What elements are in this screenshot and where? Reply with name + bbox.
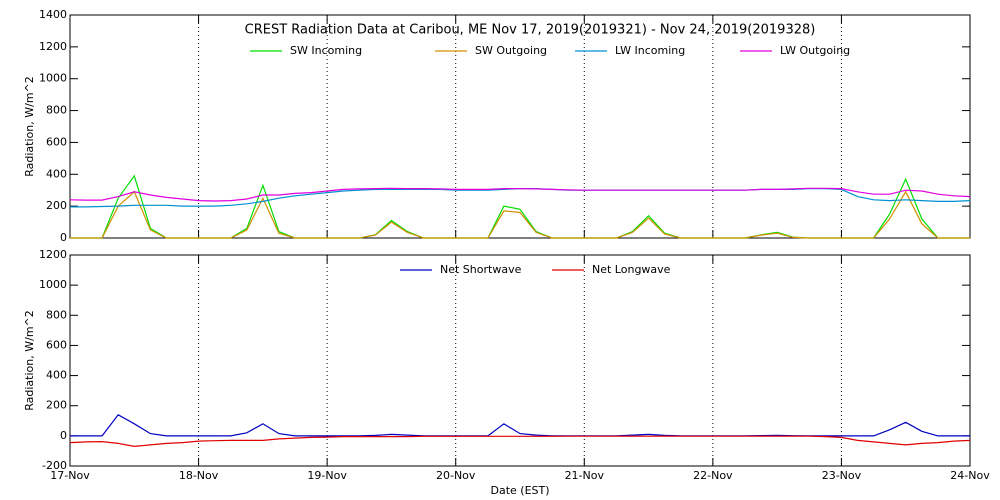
y-axis-label: Radiation, W/m^2 (23, 76, 36, 177)
x-tick-label: 21-Nov (565, 469, 605, 482)
y-tick-label: 1000 (39, 278, 67, 291)
legend-label: LW Outgoing (780, 44, 850, 57)
x-tick-label: 19-Nov (307, 469, 347, 482)
legend-label: SW Incoming (290, 44, 362, 57)
series-line (70, 190, 970, 239)
y-tick-label: 800 (46, 104, 67, 117)
x-tick-label: 23-Nov (822, 469, 862, 482)
legend-label: Net Shortwave (440, 263, 522, 276)
plot-frame (69, 254, 971, 467)
y-tick-label: 1000 (39, 72, 67, 85)
x-tick-label: 24-Nov (950, 469, 990, 482)
x-tick-label: 22-Nov (693, 469, 733, 482)
y-axis-label: Radiation, W/m^2 (23, 310, 36, 411)
x-tick-label: 20-Nov (436, 469, 476, 482)
y-tick-label: 0 (60, 429, 67, 442)
series-line (69, 187, 971, 202)
y-tick-label: 600 (46, 338, 67, 351)
y-tick-label: 400 (46, 369, 67, 382)
y-tick-label: 1200 (39, 40, 67, 53)
y-tick-label: 1400 (39, 8, 67, 21)
y-tick-label: 200 (46, 199, 67, 212)
x-tick-label: 17-Nov (50, 469, 90, 482)
legend-label: LW Incoming (615, 44, 685, 57)
y-tick-label: 0 (60, 231, 67, 244)
y-tick-label: 200 (46, 399, 67, 412)
y-tick-label: 400 (46, 167, 67, 180)
y-tick-label: 600 (46, 135, 67, 148)
y-tick-label: 1200 (39, 248, 67, 261)
plot-frame (69, 14, 971, 239)
y-tick-label: -200 (42, 459, 67, 472)
legend-label: SW Outgoing (475, 44, 547, 57)
y-tick-label: 800 (46, 308, 67, 321)
chart-title: CREST Radiation Data at Caribou, ME Nov … (245, 23, 816, 38)
legend-label: Net Longwave (592, 263, 671, 276)
x-axis-label: Date (EST) (490, 484, 549, 497)
x-tick-label: 18-Nov (179, 469, 219, 482)
series-line (69, 435, 971, 448)
